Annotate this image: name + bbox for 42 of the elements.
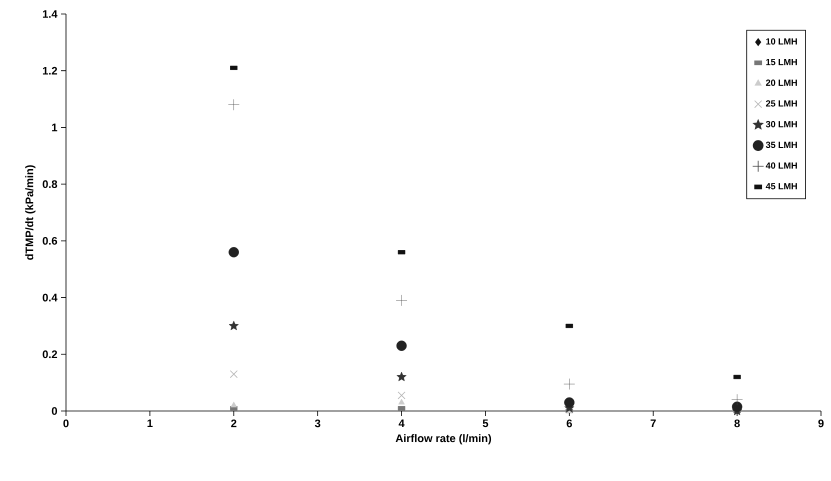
point — [228, 247, 239, 258]
point — [564, 378, 576, 390]
y-tick-label: 1.2 — [42, 66, 58, 75]
x-tick-label: 9 — [818, 420, 824, 428]
x-tick-label: 4 — [398, 420, 405, 428]
legend-label: 35 LMH — [766, 142, 797, 148]
legend-label: 40 LMH — [766, 162, 797, 169]
point — [731, 394, 743, 406]
x-tick-label: 6 — [566, 420, 572, 428]
point — [396, 294, 408, 306]
point — [228, 320, 239, 330]
point — [230, 370, 238, 378]
point — [732, 402, 742, 412]
x-tick-label: 2 — [231, 420, 236, 428]
point — [398, 398, 405, 404]
legend-label: 20 LMH — [766, 80, 797, 86]
legend-label: 15 LMH — [766, 58, 797, 66]
y-tick-label: 1 — [52, 124, 58, 132]
point — [396, 340, 407, 351]
x-tick-label: 0 — [63, 420, 69, 428]
y-tick-label: 1.4 — [42, 10, 58, 18]
x-tick-label: 8 — [734, 420, 740, 428]
legend-label: 10 LMH — [766, 38, 797, 45]
point — [230, 402, 237, 408]
y-tick-label: 0.2 — [42, 350, 58, 358]
y-tick-label: 0 — [52, 407, 58, 415]
point — [564, 397, 575, 408]
y-axis-title: dTMP/dt (kPa/min) — [25, 165, 36, 260]
x-tick-label: 3 — [314, 420, 320, 428]
legend-label: 30 LMH — [766, 120, 797, 128]
point — [228, 99, 240, 110]
y-tick-label: 0.6 — [42, 236, 58, 245]
legend-label: 45 LMH — [766, 183, 797, 190]
x-tick-label: 1 — [148, 420, 153, 428]
y-tick-label: 0.4 — [42, 294, 58, 302]
x-axis-title: Airflow rate (l/min) — [396, 434, 492, 444]
point — [398, 391, 406, 400]
y-tick-label: 0.8 — [42, 180, 58, 188]
x-tick-label: 7 — [650, 420, 656, 428]
point — [396, 372, 406, 382]
x-tick-label: 5 — [482, 420, 488, 428]
legend-label: 25 LMH — [766, 100, 797, 107]
